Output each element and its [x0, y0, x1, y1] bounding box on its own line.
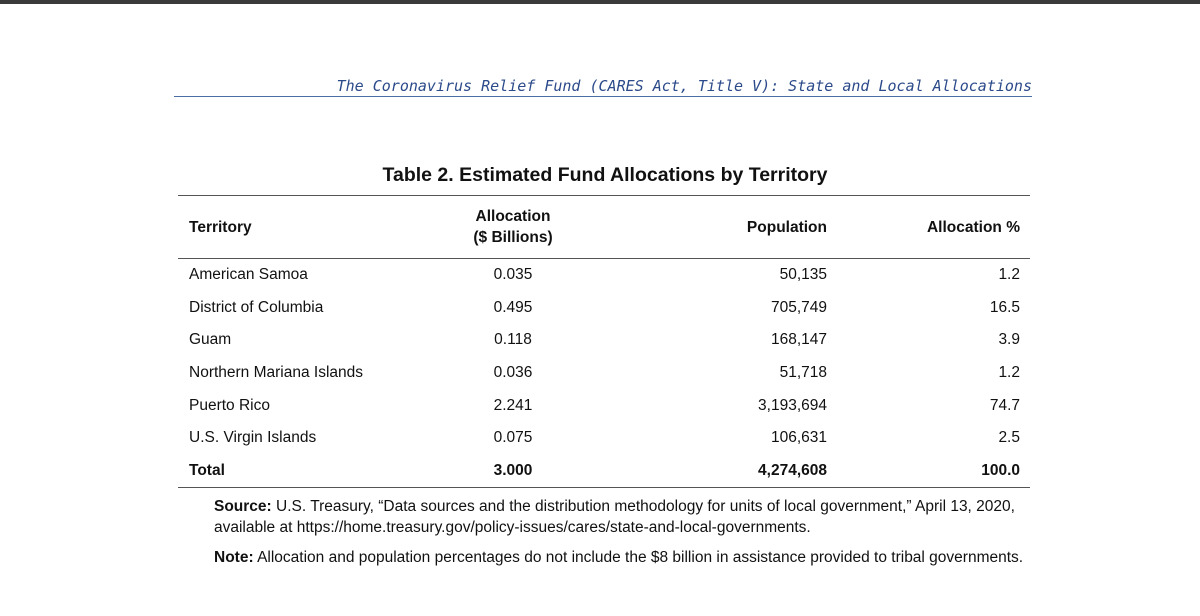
cell-allocation: 0.035	[493, 266, 533, 284]
cell-territory: Guam	[189, 331, 232, 349]
table-notes: Source: U.S. Treasury, “Data sources and…	[214, 496, 1034, 577]
header-allocation-pct: Allocation %	[833, 196, 1030, 259]
table-row: District of Columbia 0.495 705,749 16.5	[178, 292, 1030, 325]
table-row: Puerto Rico 2.241 3,193,694 74.7	[178, 389, 1030, 422]
cell-territory: Puerto Rico	[189, 396, 270, 414]
cell-population: 3,193,694	[758, 396, 827, 414]
cell-territory: U.S. Virgin Islands	[189, 429, 317, 447]
header-population: Population	[593, 196, 833, 259]
cell-allocation: 0.118	[494, 331, 532, 349]
cell-population: 50,135	[779, 266, 827, 284]
table-row: Northern Mariana Islands 0.036 51,718 1.…	[178, 357, 1030, 390]
source-note: Source: U.S. Treasury, “Data sources and…	[214, 496, 1034, 538]
total-population: 4,274,608	[758, 461, 827, 479]
cell-allocation-pct: 3.9	[998, 331, 1020, 349]
header-territory: Territory	[178, 196, 433, 259]
note-paragraph: Note: Allocation and population percenta…	[214, 547, 1034, 568]
cell-population: 168,147	[770, 331, 827, 349]
cell-allocation: 2.241	[493, 396, 533, 414]
cell-allocation: 0.036	[493, 364, 533, 382]
cell-allocation: 0.075	[493, 429, 533, 447]
cell-territory: District of Columbia	[189, 298, 324, 316]
cell-allocation-pct: 2.5	[998, 429, 1020, 447]
allocation-table: Territory Allocation ($ Billions) Popula…	[178, 195, 1030, 489]
header-allocation-line1: Allocation	[475, 208, 551, 225]
cell-allocation-pct: 1.2	[998, 266, 1020, 284]
cell-allocation: 0.495	[493, 298, 533, 316]
top-border	[0, 0, 1200, 4]
source-label: Source:	[214, 498, 272, 515]
cell-territory: Northern Mariana Islands	[189, 364, 364, 382]
cell-allocation-pct: 16.5	[989, 298, 1020, 316]
table-header-row: Territory Allocation ($ Billions) Popula…	[178, 196, 1030, 259]
total-label: Total	[189, 461, 225, 479]
cell-allocation-pct: 74.7	[989, 396, 1020, 414]
cell-population: 106,631	[770, 429, 827, 447]
running-header: The Coronavirus Relief Fund (CARES Act, …	[174, 76, 1032, 97]
table-title: Table 2. Estimated Fund Allocations by T…	[382, 164, 828, 186]
table-total-row: Total 3.000 4,274,608 100.0	[178, 455, 1030, 488]
cell-allocation-pct: 1.2	[998, 364, 1020, 382]
cell-population: 705,749	[770, 298, 827, 316]
table-row: Guam 0.118 168,147 3.9	[178, 324, 1030, 357]
table-row: U.S. Virgin Islands 0.075 106,631 2.5	[178, 422, 1030, 455]
note-label: Note:	[214, 549, 254, 566]
cell-population: 51,718	[779, 364, 827, 382]
cell-territory: American Samoa	[189, 266, 308, 284]
header-allocation-line2: ($ Billions)	[473, 229, 553, 246]
source-text: U.S. Treasury, “Data sources and the dis…	[214, 498, 1015, 536]
total-allocation: 3.000	[493, 461, 533, 479]
header-allocation: Allocation ($ Billions)	[433, 196, 593, 259]
total-allocation-pct: 100.0	[981, 461, 1020, 479]
note-text: Allocation and population percentages do…	[257, 549, 1024, 566]
table-row: American Samoa 0.035 50,135 1.2	[178, 259, 1030, 292]
